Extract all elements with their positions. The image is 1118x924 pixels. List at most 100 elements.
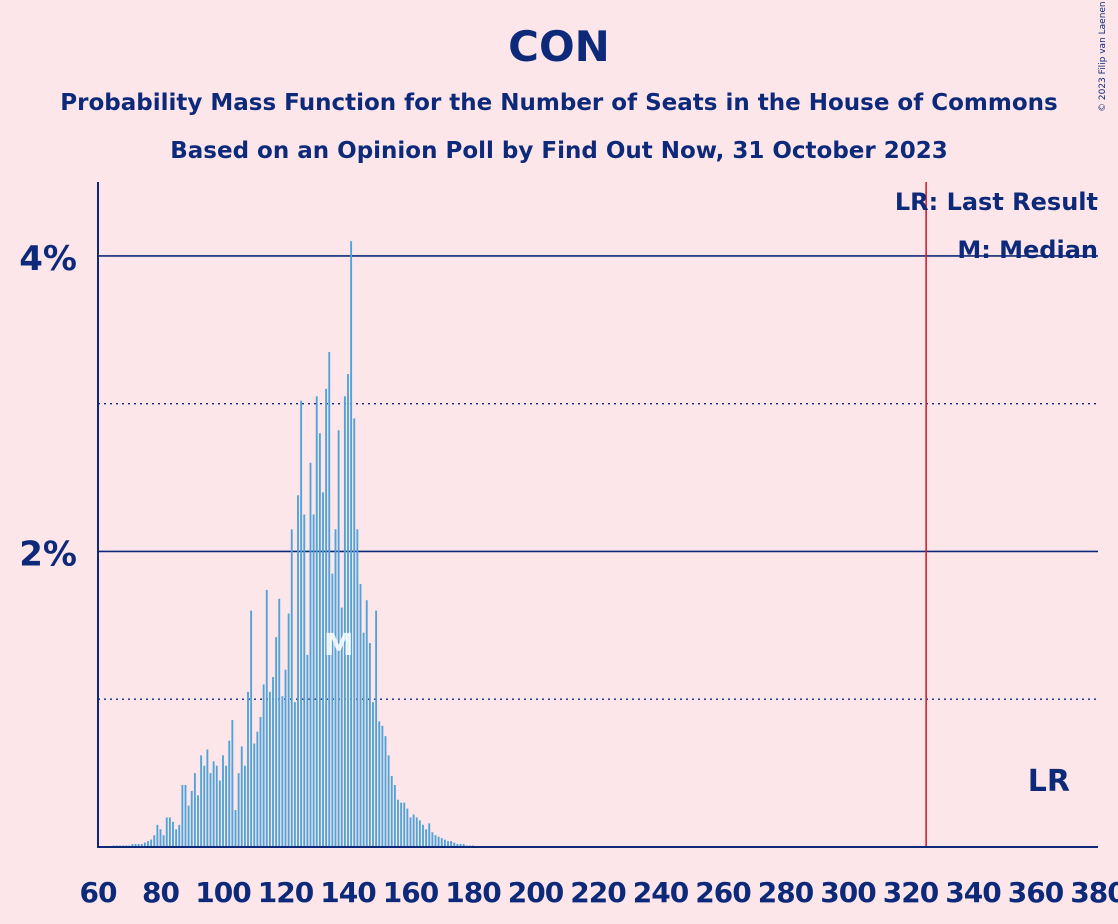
bar-seat-133 <box>325 388 328 847</box>
bar-seat-150 <box>378 721 381 847</box>
bar-seat-108 <box>247 691 249 847</box>
x-tick-label: 80 <box>142 876 179 909</box>
bar-seat-124 <box>297 495 299 847</box>
bar-seat-151 <box>381 725 384 847</box>
bar-seat-80 <box>159 829 162 847</box>
bar-seat-165 <box>425 829 428 847</box>
bar-seat-111 <box>256 731 259 847</box>
bar-seat-89 <box>187 805 190 847</box>
bar-seat-163 <box>418 820 421 847</box>
bar-seat-82 <box>165 817 168 847</box>
bar-seat-78 <box>153 835 156 847</box>
bar-seat-94 <box>203 765 206 847</box>
bar-seat-175 <box>456 844 459 847</box>
bar-seat-103 <box>231 719 234 847</box>
bar-seat-77 <box>150 839 153 847</box>
bar-seat-99 <box>218 780 221 847</box>
x-tick-label: 320 <box>883 876 939 909</box>
bar-seat-115 <box>268 691 271 847</box>
bar-seat-93 <box>200 755 203 847</box>
bar-seat-97 <box>212 761 215 847</box>
bar-seat-104 <box>234 810 237 847</box>
x-tick-label: 160 <box>383 876 439 909</box>
bar-seat-123 <box>293 702 296 847</box>
bar-seat-101 <box>225 765 228 847</box>
x-tick-label: 260 <box>695 876 751 909</box>
x-tick-label: 360 <box>1008 876 1064 909</box>
bar-seat-126 <box>303 514 306 847</box>
bar-seat-81 <box>162 835 165 847</box>
bar-seat-139 <box>343 396 346 847</box>
bar-seat-167 <box>431 832 434 847</box>
bar-seat-161 <box>412 814 415 847</box>
bar-seat-130 <box>315 396 318 847</box>
bar-seat-98 <box>215 765 218 847</box>
bar-seat-169 <box>437 836 440 847</box>
bar-seat-146 <box>365 600 368 847</box>
bar-seat-109 <box>250 610 253 847</box>
bar-seat-91 <box>193 773 196 847</box>
x-tick-label: 60 <box>80 876 117 909</box>
x-tick-label: 120 <box>258 876 314 909</box>
bar-seat-107 <box>243 765 246 847</box>
y-tick-label: 4% <box>19 239 77 279</box>
chart-source-subtitle: Based on an Opinion Poll by Find Out Now… <box>170 138 948 164</box>
bar-seat-142 <box>353 418 356 847</box>
bar-seat-95 <box>206 749 209 847</box>
bar-seat-113 <box>262 684 265 847</box>
bar-seat-119 <box>281 696 284 847</box>
bar-seat-168 <box>434 835 437 847</box>
x-tick-label: 240 <box>633 876 689 909</box>
bar-seat-129 <box>312 514 315 847</box>
bar-seat-157 <box>400 802 403 847</box>
bar-seat-144 <box>359 583 362 847</box>
bar-seat-121 <box>287 613 290 847</box>
bar-seat-172 <box>447 841 449 847</box>
bar-seat-159 <box>406 808 409 847</box>
last-result-marker: LR <box>1028 764 1070 799</box>
bar-seat-76 <box>147 841 149 847</box>
bar-seat-128 <box>309 462 312 847</box>
bar-seat-105 <box>237 773 240 847</box>
bar-seat-148 <box>372 702 374 847</box>
bar-seat-71 <box>131 844 134 847</box>
bar-seat-73 <box>137 844 140 847</box>
bar-seat-96 <box>209 773 212 847</box>
bar-seat-176 <box>459 844 462 847</box>
x-tick-label: 300 <box>820 876 876 909</box>
bar-seat-174 <box>453 842 456 847</box>
bar-seat-138 <box>340 607 343 847</box>
bar-seat-85 <box>175 829 178 847</box>
bar-seat-117 <box>275 637 278 847</box>
bar-seat-154 <box>390 776 393 847</box>
bar-seat-140 <box>347 374 349 847</box>
x-tick-label: 100 <box>195 876 251 909</box>
bar-seat-149 <box>375 610 378 847</box>
median-marker: M <box>324 628 354 663</box>
bar-seat-170 <box>440 838 443 847</box>
bar-seat-110 <box>253 743 256 847</box>
bar-seat-72 <box>134 844 137 847</box>
bar-seat-74 <box>140 844 143 847</box>
bar-seat-88 <box>184 784 187 847</box>
bar-seat-171 <box>443 839 446 847</box>
bar-seat-134 <box>328 351 331 847</box>
bar-seat-143 <box>356 529 359 847</box>
chart-subtitle: Probability Mass Function for the Number… <box>60 90 1058 116</box>
bar-seat-87 <box>181 784 184 847</box>
chart-title: CON <box>508 22 610 71</box>
bar-seat-162 <box>415 817 418 847</box>
bar-seat-147 <box>368 643 371 847</box>
bar-seat-100 <box>222 755 224 847</box>
x-tick-label: 220 <box>570 876 626 909</box>
x-tick-label: 180 <box>445 876 501 909</box>
bar-seat-118 <box>278 598 281 847</box>
bar-seat-83 <box>168 817 171 847</box>
x-tick-label: 380 <box>1070 876 1118 909</box>
bar-seat-153 <box>387 755 390 847</box>
bar-seat-116 <box>272 677 274 847</box>
bar-seat-125 <box>300 400 303 847</box>
bar-seat-90 <box>190 790 193 847</box>
bar-seat-160 <box>409 817 412 847</box>
